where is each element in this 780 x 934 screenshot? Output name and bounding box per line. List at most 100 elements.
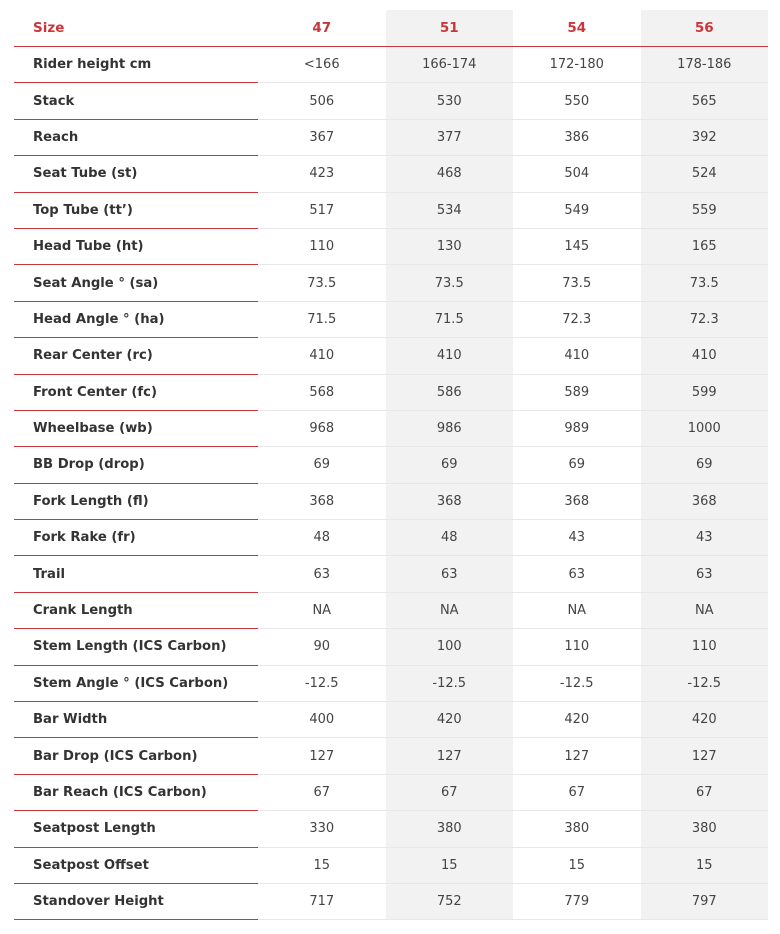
value-cell-size-54: 67 — [513, 775, 641, 812]
value-cell-size-47: <166 — [258, 47, 386, 84]
value-cell-size-54: 172-180 — [513, 47, 641, 84]
value-cell-size-54: 380 — [513, 811, 641, 848]
value-cell-size-56: 67 — [640, 774, 768, 812]
table-row: Rear Center (rc) 410 410 410 410 — [14, 338, 768, 375]
size-header-label: Size — [14, 10, 258, 47]
row-label: BB Drop (drop) — [14, 447, 258, 484]
value-cell-size-51: 100 — [385, 629, 513, 666]
value-cell-size-54: 72.3 — [513, 302, 641, 339]
table-row: Seat Angle ° (sa) 73.5 73.5 73.5 73.5 — [14, 265, 768, 302]
value-cell-size-47: NA — [258, 593, 386, 630]
value-cell-size-54: 43 — [513, 520, 641, 557]
value-cell-size-47: 15 — [258, 848, 386, 884]
row-label: Crank Length — [14, 593, 258, 630]
value-cell-size-51: 63 — [385, 556, 513, 593]
value-cell-size-51: 377 — [385, 119, 513, 157]
value-cell-size-47: -12.5 — [258, 666, 386, 703]
row-label: Bar Drop (ICS Carbon) — [14, 738, 258, 775]
value-cell-size-56: 559 — [640, 192, 768, 229]
table-row: Rider height cm <166 166-174 172-180 178-186 — [14, 47, 768, 84]
size-header-56: 56 — [640, 10, 768, 47]
table-body: Rider height cm <166 166-174 172-180 178-186… — [14, 47, 768, 921]
value-cell-size-54: 989 — [513, 411, 641, 448]
value-cell-size-51: 986 — [385, 410, 513, 448]
value-cell-size-47: 127 — [258, 738, 386, 775]
value-cell-size-56: 72.3 — [640, 301, 768, 339]
value-cell-size-47: 506 — [258, 83, 386, 120]
table-header-row: Size 47 51 54 56 — [14, 10, 768, 47]
value-cell-size-47: 368 — [258, 484, 386, 521]
value-cell-size-54: 145 — [513, 229, 641, 266]
value-cell-size-56: 410 — [640, 338, 768, 375]
table-row: BB Drop (drop) 69 69 69 69 — [14, 447, 768, 484]
value-cell-size-51: 166-174 — [385, 47, 513, 84]
value-cell-size-54: 386 — [513, 120, 641, 157]
value-cell-size-56: -12.5 — [640, 665, 768, 703]
value-cell-size-47: 48 — [258, 520, 386, 557]
table-row: Seat Tube (st) 423 468 504 524 — [14, 156, 768, 193]
table-row: Stack 506 530 550 565 — [14, 83, 768, 120]
value-cell-size-56: 15 — [640, 847, 768, 884]
value-cell-size-56: 599 — [640, 374, 768, 411]
row-label: Seatpost Offset — [14, 848, 258, 884]
table-row: Fork Rake (fr) 48 48 43 43 — [14, 520, 768, 557]
value-cell-size-47: 71.5 — [258, 302, 386, 339]
table-row: Stem Length (ICS Carbon) 90 100 110 110 — [14, 629, 768, 666]
value-cell-size-56: 69 — [640, 447, 768, 484]
value-cell-size-51: 67 — [385, 774, 513, 812]
value-cell-size-47: 410 — [258, 338, 386, 375]
value-cell-size-47: 367 — [258, 120, 386, 157]
value-cell-size-54: -12.5 — [513, 666, 641, 703]
row-label: Standover Height — [14, 884, 258, 921]
value-cell-size-47: 90 — [258, 629, 386, 666]
table-row: Seatpost Offset 15 15 15 15 — [14, 847, 768, 884]
value-cell-size-56: NA — [640, 592, 768, 630]
value-cell-size-54: 368 — [513, 484, 641, 521]
value-cell-size-56: 565 — [640, 83, 768, 120]
row-label: Seat Angle ° (sa) — [14, 265, 258, 302]
table-row: Wheelbase (wb) 968 986 989 1000 — [14, 410, 768, 448]
row-label: Head Angle ° (ha) — [14, 302, 258, 339]
value-cell-size-56: 127 — [640, 738, 768, 775]
table-row: Bar Reach (ICS Carbon) 67 67 67 67 — [14, 774, 768, 812]
value-cell-size-56: 420 — [640, 702, 768, 739]
value-cell-size-56: 392 — [640, 119, 768, 157]
value-cell-size-47: 400 — [258, 702, 386, 739]
row-label: Stem Angle ° (ICS Carbon) — [14, 666, 258, 703]
table-row: Front Center (fc) 568 586 589 599 — [14, 374, 768, 411]
size-header-54: 54 — [513, 10, 641, 47]
row-label: Fork Rake (fr) — [14, 520, 258, 557]
value-cell-size-47: 330 — [258, 811, 386, 848]
size-header-51: 51 — [385, 10, 513, 47]
row-label: Top Tube (tt’) — [14, 193, 258, 229]
value-cell-size-54: 420 — [513, 702, 641, 739]
value-cell-size-47: 73.5 — [258, 265, 386, 302]
table-row: Bar Width 400 420 420 420 — [14, 702, 768, 739]
value-cell-size-54: 550 — [513, 83, 641, 120]
value-cell-size-47: 69 — [258, 447, 386, 484]
row-label: Seatpost Length — [14, 811, 258, 848]
value-cell-size-51: 586 — [385, 374, 513, 411]
value-cell-size-54: 504 — [513, 156, 641, 193]
value-cell-size-54: 127 — [513, 738, 641, 775]
row-label: Bar Width — [14, 702, 258, 739]
row-label: Stem Length (ICS Carbon) — [14, 629, 258, 666]
row-label: Bar Reach (ICS Carbon) — [14, 775, 258, 812]
value-cell-size-56: 43 — [640, 520, 768, 557]
value-cell-size-51: 752 — [385, 883, 513, 921]
value-cell-size-54: 110 — [513, 629, 641, 666]
value-cell-size-51: 69 — [385, 447, 513, 484]
value-cell-size-56: 380 — [640, 811, 768, 848]
value-cell-size-56: 73.5 — [640, 265, 768, 302]
size-header-47: 47 — [258, 10, 386, 47]
value-cell-size-54: 779 — [513, 884, 641, 921]
value-cell-size-56: 63 — [640, 556, 768, 593]
row-label: Reach — [14, 120, 258, 157]
row-label: Rider height cm — [14, 47, 258, 84]
value-cell-size-47: 110 — [258, 229, 386, 266]
value-cell-size-47: 67 — [258, 775, 386, 812]
value-cell-size-56: 178-186 — [640, 47, 768, 84]
value-cell-size-51: 368 — [385, 483, 513, 521]
value-cell-size-47: 423 — [258, 156, 386, 193]
table-row: Fork Length (fl) 368 368 368 368 — [14, 483, 768, 521]
